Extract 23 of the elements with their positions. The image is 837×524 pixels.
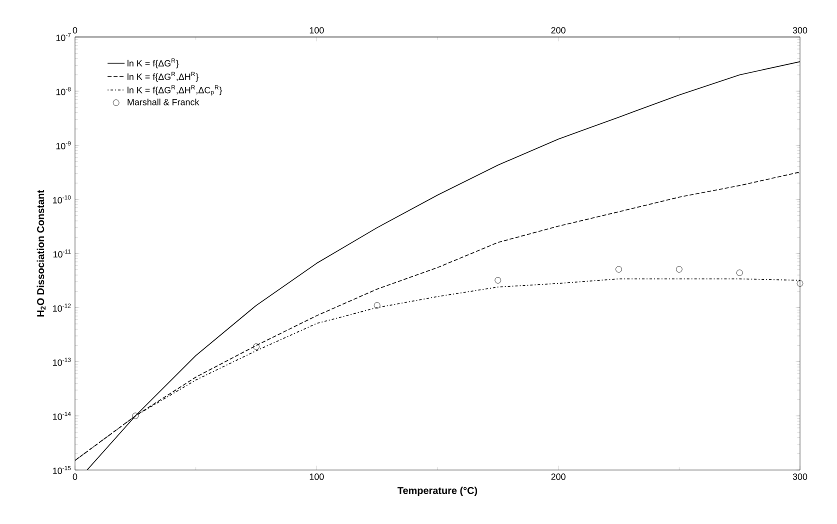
x2-tick-label: 300 — [792, 27, 808, 34]
legend-label: ln K = f{ΔG$^{R}$,ΔH$^{R}$} — [128, 72, 199, 82]
y-axis-title: H$_{2}$O Dissociation Constant — [36, 190, 46, 316]
legend-label: ln K = f{ΔG$^{R}$,ΔH$^{R}$,ΔC$_{p}$$^{R}$} — [128, 85, 222, 96]
x2-tick-label: 0 — [72, 27, 78, 34]
y-tick-label: 10$^{-8}$ — [56, 87, 71, 96]
x-tick-label: 200 — [551, 474, 566, 480]
y-tick-label: 10$^{-15}$ — [53, 466, 71, 474]
y-tick-label: 10$^{-9}$ — [56, 141, 71, 150]
y-tick-label: 10$^{-12}$ — [53, 304, 71, 312]
y-tick-label: 10$^{-14}$ — [53, 412, 71, 420]
y-tick-label: 10$^{-7}$ — [56, 33, 71, 42]
legend-label: ln K = f{ΔG$^{R}$} — [128, 58, 179, 68]
x-axis-title: Temperature (°C) — [398, 486, 478, 496]
x2-tick-label: 200 — [551, 27, 566, 34]
x-tick-label: 0 — [72, 474, 78, 480]
legend-label: Marshall & Franck — [128, 98, 200, 106]
x-tick-label: 100 — [310, 474, 324, 480]
x-tick-label: 300 — [792, 474, 808, 480]
y-tick-label: 10$^{-11}$ — [54, 250, 71, 258]
y-tick-label: 10$^{-13}$ — [53, 358, 71, 366]
x2-tick-label: 100 — [310, 27, 324, 34]
y-tick-label: 10$^{-10}$ — [53, 195, 71, 204]
